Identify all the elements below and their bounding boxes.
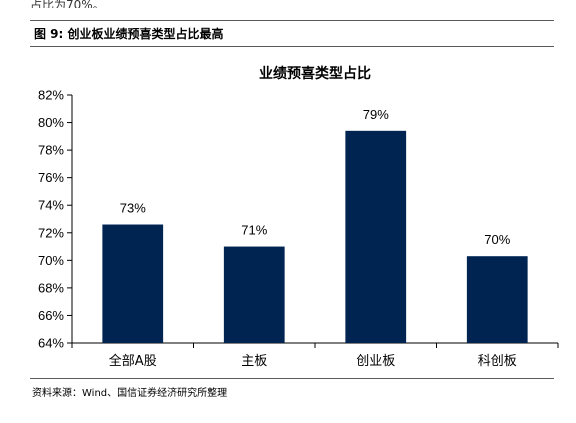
data-label: 73% bbox=[120, 201, 146, 216]
y-tick-label: 82% bbox=[38, 88, 64, 103]
figure-title: 图 9: 创业板业绩预喜类型占比最高 bbox=[34, 27, 224, 41]
figure-bottom-rule bbox=[30, 378, 554, 379]
category-label: 主板 bbox=[241, 354, 267, 369]
y-tick-label: 70% bbox=[38, 253, 64, 268]
source-note: 资料来源：Wind、国信证券经济研究所整理 bbox=[32, 388, 228, 399]
bar bbox=[466, 256, 528, 343]
bar bbox=[223, 246, 285, 343]
category-label: 全部A股 bbox=[109, 353, 157, 369]
y-axis: 64% 66% 68% 70% 72% 74% 76% 78% 80% 82% bbox=[38, 88, 73, 351]
figure-top-rule bbox=[30, 20, 554, 21]
category-label: 科创板 bbox=[478, 354, 517, 369]
top-text-fragment: 占比为70%。 bbox=[30, 0, 105, 8]
y-tick-label: 80% bbox=[38, 115, 64, 130]
bar bbox=[345, 130, 407, 343]
bars bbox=[102, 130, 528, 343]
data-labels: 73% 71% 79% 70% bbox=[120, 107, 511, 247]
y-tick-label: 76% bbox=[38, 170, 64, 185]
y-tick-label: 78% bbox=[38, 143, 64, 158]
y-tick-label: 74% bbox=[38, 198, 64, 213]
category-label: 创业板 bbox=[356, 354, 395, 369]
y-tick-label: 66% bbox=[38, 308, 64, 323]
bar bbox=[102, 224, 164, 343]
x-axis: 全部A股 主板 创业板 科创板 bbox=[71, 342, 559, 369]
chart-title: 业绩预喜类型占比 bbox=[259, 65, 371, 82]
y-tick-label: 68% bbox=[38, 280, 64, 295]
y-tick-label: 64% bbox=[38, 336, 64, 351]
data-label: 70% bbox=[484, 232, 510, 247]
data-label: 71% bbox=[241, 223, 267, 238]
y-tick-label: 72% bbox=[38, 225, 64, 240]
figure-title-rule bbox=[30, 46, 554, 47]
data-label: 79% bbox=[363, 107, 389, 122]
